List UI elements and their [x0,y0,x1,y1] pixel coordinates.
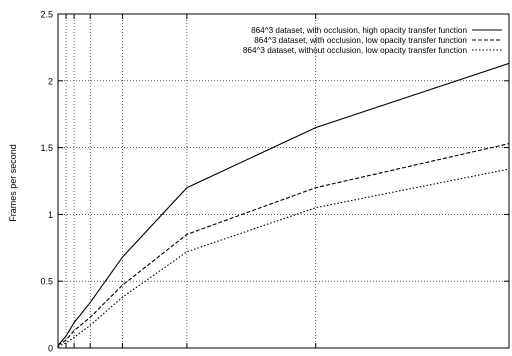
y-axis-label: Frames per second [8,144,18,222]
plot-frame [57,13,510,349]
axis-ticks: 0 0.5 1 1.5 2 2.5 [40,10,509,354]
y-tick-label: 1 [48,210,53,220]
legend-label: 864^3 dataset, without occlusion, low op… [243,46,468,55]
legend-label: 864^3 dataset, with occlusion, high opac… [251,26,467,35]
y-tick-label: 1.5 [40,143,53,153]
series-line [57,168,510,348]
series-line [57,143,510,346]
grid [58,14,509,348]
series-line [57,62,510,346]
y-tick-label: 0.5 [40,277,53,287]
y-tick-label: 0 [48,344,53,354]
y-tick-label: 2 [48,76,53,86]
legend-label: 864^3 dataset, with occlusion, low opaci… [254,36,467,45]
series [57,62,510,348]
legend: 864^3 dataset, with occlusion, high opac… [243,26,502,55]
y-tick-label: 2.5 [40,10,53,20]
